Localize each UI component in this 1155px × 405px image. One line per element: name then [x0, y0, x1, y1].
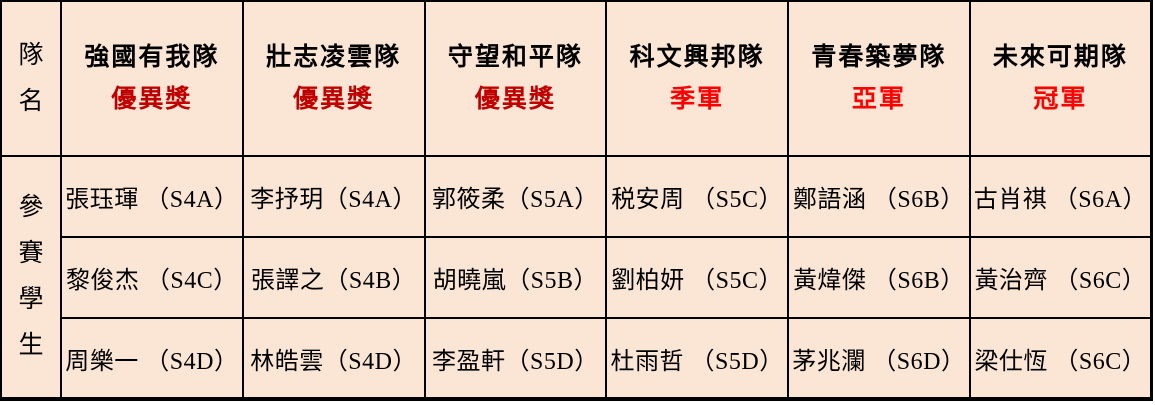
team-name: 強國有我隊: [84, 44, 220, 71]
students-row-1: 參 賽 學 生 張珏琿 （S4A） 李抒玥（S4A） 郭筱柔（S5A） 税安周 …: [0, 155, 1153, 400]
award-label: 優異獎: [474, 85, 556, 113]
team-header-cell: 青春築夢隊 亞軍: [787, 0, 971, 157]
student-cell: 税安周 （S5C）: [605, 155, 789, 238]
award-label: 冠軍: [1033, 85, 1088, 113]
student-cell: 梁仕恆 （S6C）: [968, 317, 1153, 400]
team-header-cell: 未來可期隊 冠軍: [968, 0, 1153, 157]
team-name: 守望和平隊: [447, 44, 583, 71]
student-cell: 黃治齊 （S6C）: [968, 236, 1153, 319]
student-cell: 古肖祺 （S6A）: [968, 155, 1153, 238]
award-label: 優異獎: [111, 85, 193, 113]
row-header-team-name: 隊 名: [0, 0, 62, 157]
team-header-cell: 守望和平隊 優異獎: [423, 0, 608, 157]
student-cell: 黃煒傑 （S6B）: [787, 236, 971, 319]
team-header-cell: 壯志凌雲隊 優異獎: [241, 0, 426, 157]
row-header-students: 參 賽 學 生: [0, 155, 62, 400]
student-cell: 林皓雲（S4D）: [241, 317, 426, 400]
student-cell: 茅兆瀾 （S6D）: [787, 317, 971, 400]
student-cell: 杜雨哲 （S5D）: [605, 317, 789, 400]
team-header-row: 隊 名 強國有我隊 優異獎 壯志凌雲隊 優異獎 守望和平隊 優異獎 科文興邦隊 …: [0, 0, 1153, 157]
students-row-3: 周樂一 （S4D） 林皓雲（S4D） 李盈軒（S5D） 杜雨哲 （S5D） 茅兆…: [1, 317, 1153, 400]
team-name: 科文興邦隊: [629, 44, 765, 71]
student-cell: 郭筱柔（S5A）: [423, 155, 608, 238]
award-label: 亞軍: [851, 85, 906, 113]
student-cell: 劉柏妍 （S5C）: [605, 236, 789, 319]
team-header-cell: 科文興邦隊 季軍: [605, 0, 789, 157]
award-label: 優異獎: [293, 85, 375, 113]
student-cell: 張譯之（S4B）: [241, 236, 426, 319]
student-cell: 鄭語涵 （S6B）: [787, 155, 971, 238]
team-header-cell: 強國有我隊 優異獎: [60, 0, 244, 157]
award-label: 季軍: [670, 85, 725, 113]
student-cell: 李盈軒（S5D）: [423, 317, 608, 400]
student-cell: 黎俊杰 （S4C）: [60, 236, 244, 319]
student-cell: 胡曉嵐（S5B）: [423, 236, 608, 319]
team-name: 壯志凌雲隊: [266, 44, 402, 71]
team-name: 青春築夢隊: [811, 44, 947, 71]
student-cell: 李抒玥（S4A）: [241, 155, 426, 238]
student-cell: 張珏琿 （S4A）: [60, 155, 244, 238]
team-name: 未來可期隊: [992, 44, 1128, 71]
team-name-label: 隊 名: [18, 41, 44, 115]
student-cell: 周樂一 （S4D）: [60, 317, 244, 400]
students-row-2: 黎俊杰 （S4C） 張譯之（S4B） 胡曉嵐（S5B） 劉柏妍 （S5C） 黃煒…: [1, 236, 1153, 319]
students-label: 參 賽 學 生: [18, 194, 44, 359]
